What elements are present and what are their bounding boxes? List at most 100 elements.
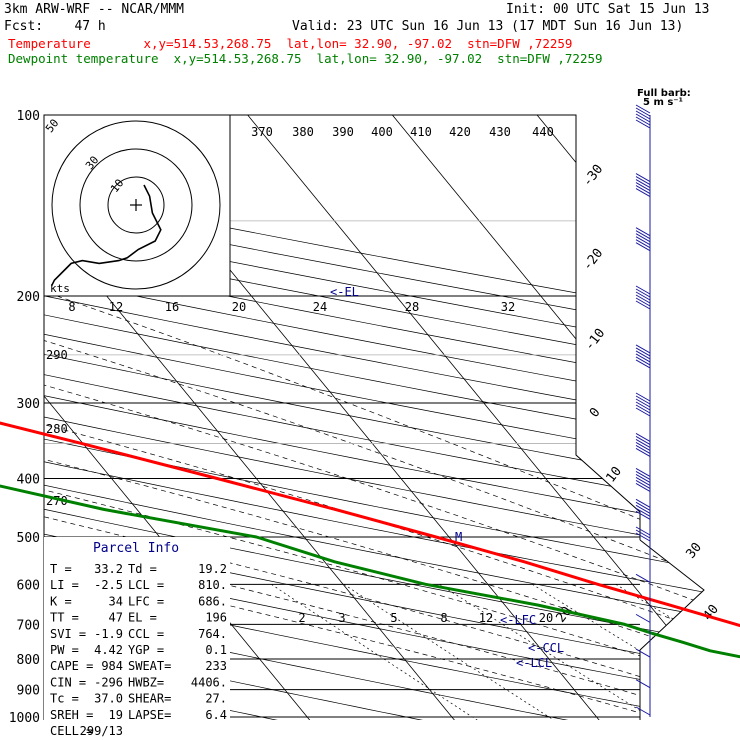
wind-barb: [635, 182, 651, 191]
wind-barb: [635, 439, 651, 448]
wind-barb: [635, 359, 651, 369]
wind-barb: [635, 507, 651, 517]
wind-barb: [635, 706, 651, 716]
parcel-value-right: 810.: [198, 578, 227, 592]
pressure-tick-label: 900: [17, 684, 40, 699]
isotherm-label: -30: [580, 162, 606, 190]
dry-adiabat: [44, 115, 704, 720]
theta-label: 390: [332, 125, 354, 139]
wind-barb: [635, 104, 651, 114]
wind-barb: [635, 474, 651, 483]
parcel-label-right: LAPSE=: [128, 708, 171, 722]
isotherm-label: 30: [684, 540, 705, 562]
hodograph-speed-label: 28: [405, 300, 419, 314]
wind-barb: [635, 468, 651, 477]
parcel-label-right: Td =: [128, 562, 157, 576]
parcel-value-left: 299/13: [80, 724, 123, 738]
wind-barb: [635, 477, 651, 486]
parcel-label-left: CELL =: [50, 724, 93, 738]
wind-barb: [635, 504, 651, 514]
wind-barb: [635, 529, 651, 539]
hodograph-ring-label: 10: [108, 177, 126, 195]
parcel-info-title: Parcel Info: [93, 541, 179, 556]
parcel-label-left: PW =: [50, 643, 79, 657]
wind-barb: [635, 297, 651, 307]
top-right-border: [44, 114, 641, 540]
isotherm-line: [681, 115, 704, 720]
isotherm-label: -10: [582, 326, 608, 354]
mixing-ratio-line: [271, 584, 493, 720]
parcel-label-left: CAPE =: [50, 659, 93, 673]
isotherm-line: [0, 115, 28, 730]
lcl-marker: <-LCL: [516, 656, 552, 670]
wind-barb: [635, 230, 651, 240]
dry-adiabat: [44, 115, 704, 720]
wind-barb-unit: 5 m s⁻¹: [643, 97, 683, 108]
hodograph-speed-label: 12: [109, 300, 123, 314]
isotherm-line: [44, 115, 463, 720]
hodograph-speed-label: 16: [165, 300, 179, 314]
moist-adiabat: [44, 295, 704, 720]
wind-barb: [635, 294, 651, 304]
mixing-ratio-label: 2: [298, 611, 305, 625]
wind-barb: [635, 119, 651, 129]
wind-barb: [635, 526, 651, 536]
wind-barb: [635, 404, 651, 414]
dry-adiabat: [44, 115, 704, 720]
parcel-label-left: SREH =: [50, 708, 93, 722]
hodograph-speed-label: 8: [68, 300, 75, 314]
wind-barb: [635, 107, 651, 117]
parcel-label-left: LI =: [50, 578, 79, 592]
dry-adiabat: [44, 115, 704, 720]
isotherm-label: 0: [587, 405, 604, 420]
pressure-tick-label: 700: [17, 618, 40, 633]
wind-barb: [635, 648, 651, 658]
pressure-tick-label: 500: [17, 531, 40, 546]
parcel-label-left: CIN =: [50, 675, 86, 689]
parcel-value-left: -296: [94, 675, 123, 689]
dry-adiabat: [44, 115, 704, 720]
wind-barb: [635, 176, 651, 185]
wind-barb: [635, 483, 651, 492]
parcel-label-right: HWBZ=: [128, 675, 164, 689]
parcel-value-left: -1.9: [94, 627, 123, 641]
parcel-value-left: 37.0: [94, 692, 123, 706]
theta-e-label: 290: [46, 348, 68, 362]
mixing-ratio-label: 20: [539, 611, 553, 625]
dry-adiabat: [44, 115, 617, 720]
ccl-marker: <-CCL: [528, 641, 564, 655]
wind-barb: [635, 510, 651, 520]
isotherm-line: [44, 115, 318, 720]
parcel-label-left: K =: [50, 594, 72, 608]
parcel-value-left: 4.42: [94, 643, 123, 657]
wind-barb: [635, 679, 651, 689]
parcel-label-left: SVI =: [50, 627, 86, 641]
mixing-ratio-label: 3: [338, 611, 345, 625]
parcel-value-right: 27.: [205, 692, 227, 706]
parcel-label-left: TT =: [50, 611, 79, 625]
hodograph: 50 30 10 kts: [43, 114, 231, 297]
hodograph-speed-label: 20: [232, 300, 246, 314]
wind-barb: [635, 113, 651, 123]
isotherm-line: [536, 115, 704, 720]
moist-adiabat: [44, 295, 704, 720]
mixing-ratio-line: [439, 584, 672, 720]
parcel-label-left: Tc =: [50, 692, 79, 706]
wind-barb: [635, 173, 651, 182]
parcel-label-right: SWEAT=: [128, 659, 171, 673]
parcel-label-right: LFC =: [128, 594, 164, 608]
parcel-label-left: T =: [50, 562, 72, 576]
wind-barb: [635, 471, 651, 480]
parcel-label-right: CCL =: [128, 627, 164, 641]
theta-label: 440: [532, 125, 554, 139]
wind-barb: [635, 398, 651, 408]
parcel-value-right: 4406.: [191, 675, 227, 689]
wind-barb: [635, 179, 651, 188]
theta-label: 410: [410, 125, 432, 139]
wind-barb: [635, 407, 651, 417]
mixing-ratio-label: 5: [390, 611, 397, 625]
pressure-tick-label: 1000: [9, 711, 40, 726]
parcel-value-left: -2.5: [94, 578, 123, 592]
parcel-info-panel: Parcel Info T = 33.2 Td = 19.2 LI = -2.5 LCL = 8…: [44, 537, 230, 738]
